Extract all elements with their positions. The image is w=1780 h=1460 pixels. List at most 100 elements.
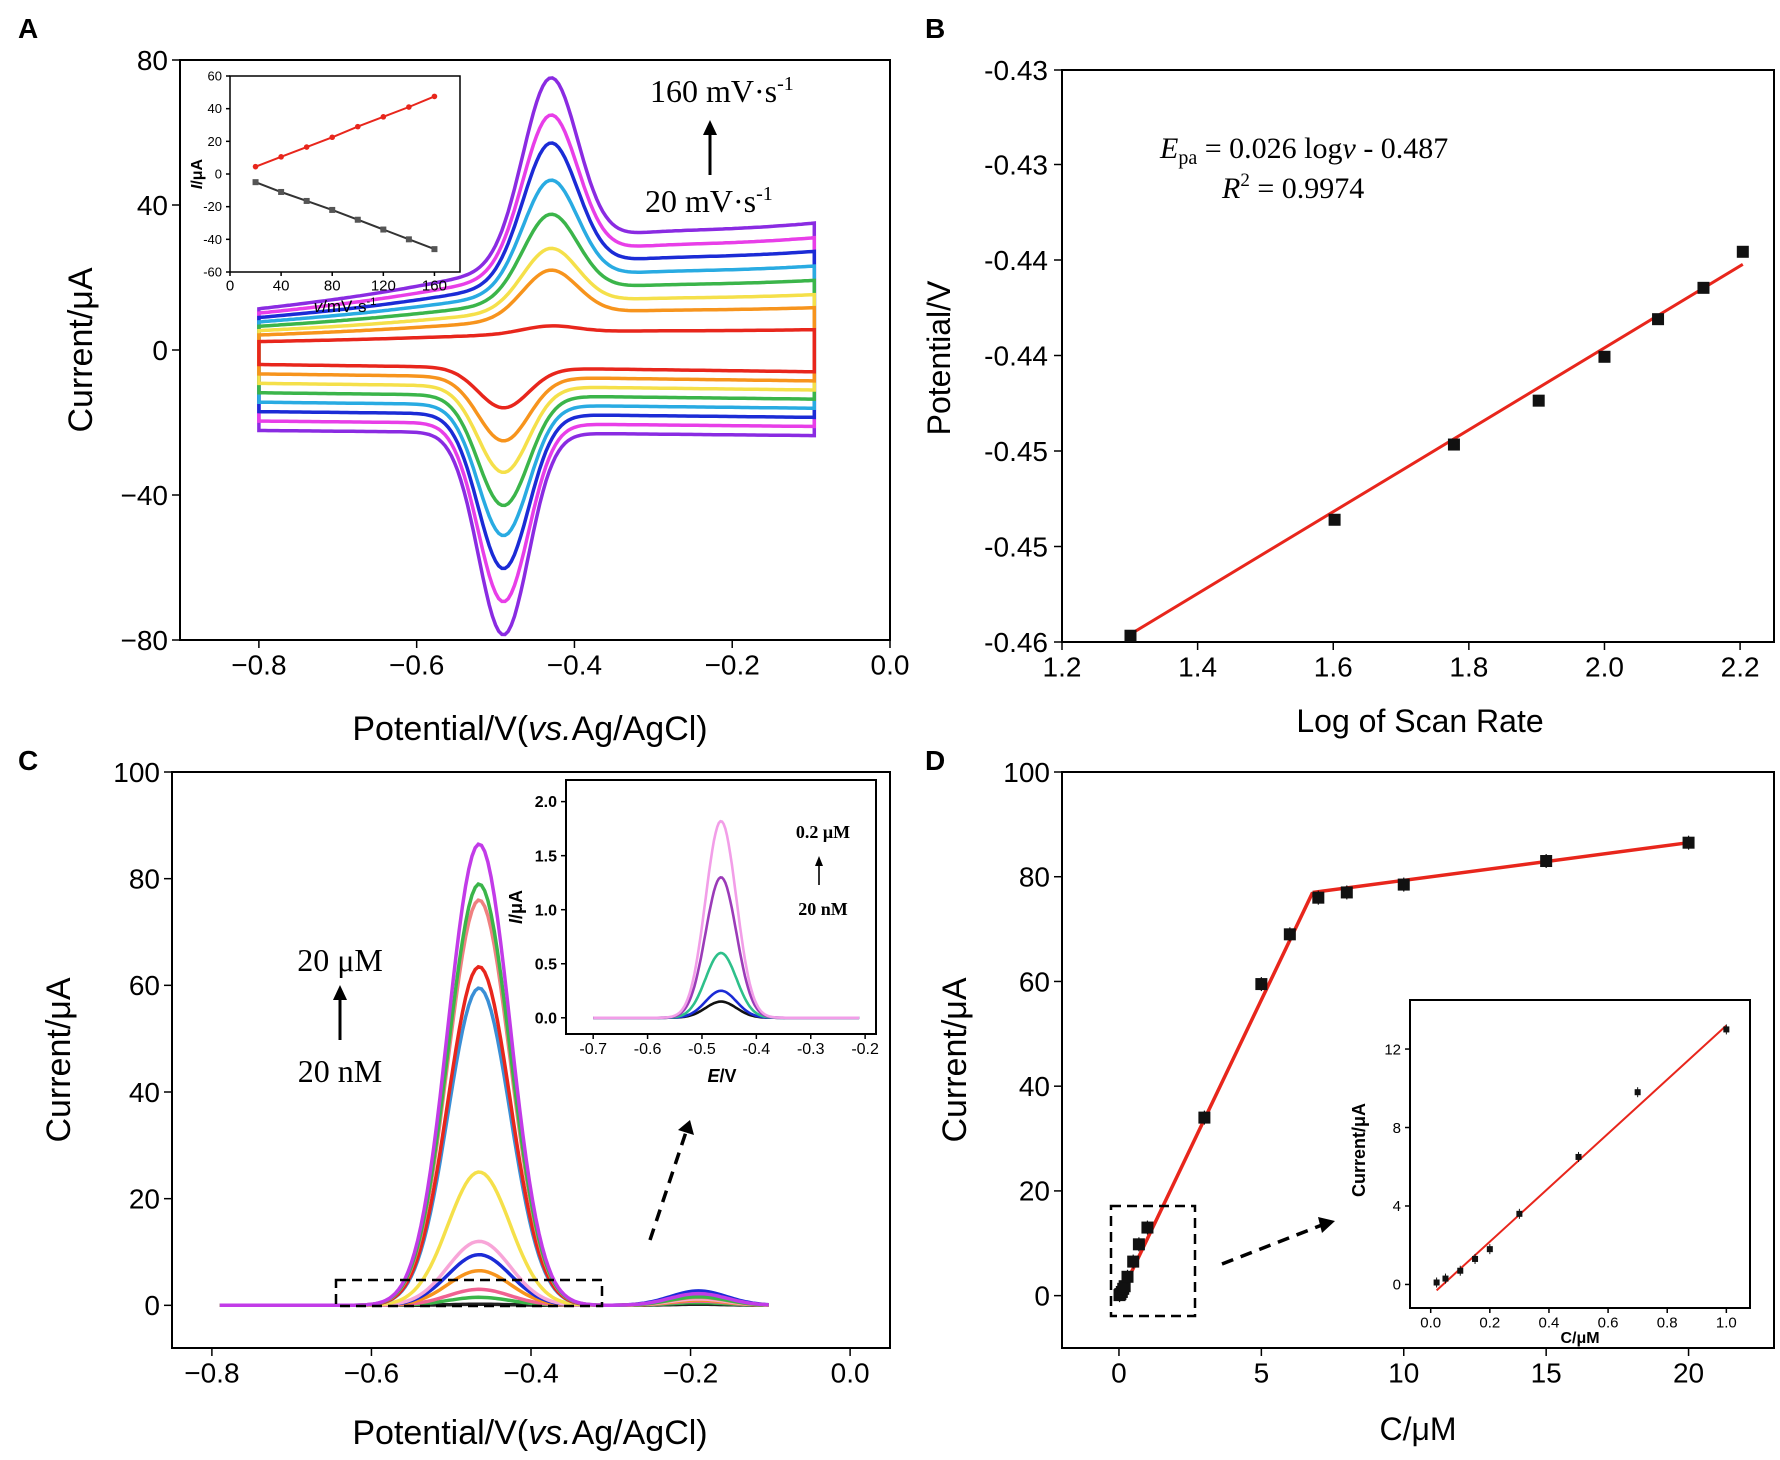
panel-letter-a: A [18,13,38,44]
panel-a-x-tick-label: −0.6 [389,650,444,681]
panel-c-inset-x-tick-label: -0.3 [797,1041,825,1058]
panel-a-inset-x-label: v/mV·s-1 [314,296,377,316]
panel-b-x-label: Log of Scan Rate [1296,703,1543,739]
panel-a-inset-x-tick-label: 160 [422,277,447,294]
panel-d-x-tick-label: 10 [1388,1358,1419,1389]
panel-a-y-tick-label: 0 [152,335,168,366]
panel-c-y-tick-label: 40 [129,1077,160,1108]
panel-d-inset-plot: 0.0 0.2 0.4 0.6 0.8 1.0 0 4 8 12 [1384,1024,1737,1331]
panel-d-plot-frame [1061,771,1775,1349]
panel-d-x-tick-label: 0 [1111,1358,1127,1389]
panel-d-y-axis: 0 20 40 60 80 100 [1003,757,1062,1311]
panel-c-inset-x-tick-label: -0.5 [688,1041,716,1058]
panel-c-y-axis: 0 20 40 60 80 100 [113,757,172,1321]
panel-d-fit-line-high [1312,840,1689,895]
panel-d-inset-x-tick-label: 0.2 [1479,1314,1500,1331]
panel-b-y-tick-label: -0.43 [984,150,1048,181]
panel-d-data-point [1312,891,1325,904]
panel-a-cv-curve [257,268,817,443]
panel-d-y-tick-label: 0 [1034,1280,1050,1311]
panel-d-inset-x-tick-label: 1.0 [1716,1314,1737,1331]
panel-d-inset-data-point [1486,1246,1493,1253]
panel-a-y-axis: −80 −40 0 40 80 [121,45,180,656]
panel-a-cv-curve [257,141,817,571]
panel-c-inset-y-tick-label: 1.0 [535,902,557,919]
panel-d-inset-y-label: Current/μA [1349,1103,1369,1197]
panel-b-fit-line [1129,263,1744,636]
panel-b-data-point [1652,313,1665,326]
panel-c-zoom-region-box [334,1278,604,1308]
panel-d-x-tick-label: 20 [1673,1358,1704,1389]
panel-a-inset-cathodic-point [252,179,259,186]
panel-b-data-point [1532,394,1545,407]
panel-a-cv-curve [257,113,817,604]
panel-d-inset-data-point [1457,1267,1464,1274]
panel-a-inset-cathodic-point [329,206,336,213]
panel-b-x-tick-label: 1.4 [1178,652,1217,683]
panel-a-cv-curve [257,324,817,410]
panel-b-x-axis: 1.2 1.4 1.6 1.8 2.0 2.2 [1043,642,1760,683]
panel-d-y-tick-label: 80 [1019,862,1050,893]
panel-d-data-point [1682,836,1695,849]
panel-d-inset-data-point [1472,1255,1479,1262]
panel-c-dpv-curve [219,1170,769,1308]
panel-a-inset-anodic-point [431,93,438,100]
panel-c-zoom-arrowhead [678,1120,694,1135]
panel-a-inset-anodic-point [354,123,361,130]
panel-d-inset-data-point [1575,1153,1582,1160]
panel-c-inset-plot: -0.7 -0.6 -0.5 -0.4 -0.3 -0.2 0.0 0.5 1.0 1.5 2.0 [535,794,879,1058]
panel-b-fit-equation: Epa = 0.026 logv - 0.487 [1159,132,1448,169]
panel-c-inset-y-tick-label: 2.0 [535,794,557,811]
panel-d-zoom-region-box [1109,1204,1197,1318]
panel-a-x-tick-label: −0.2 [705,650,760,681]
panel-letter-d: D [925,745,945,776]
panel-a-y-label: Current/μA [62,267,100,432]
panel-b-data-point [1736,245,1749,258]
panel-a-inset-cathodic-point [278,188,285,195]
panel-a-y-tick-label: 80 [137,45,168,76]
panel-c-inset-x-tick-label: -0.6 [634,1041,662,1058]
panel-a-inset-y-tick-label: 20 [208,134,222,149]
panel-a-inset-anodic-point [303,144,310,150]
panel-d-inset-x-tick-label: 0.6 [1598,1314,1619,1331]
panel-a-inset-y-tick-label: 60 [208,69,222,84]
panel-letter-b: B [925,13,945,44]
panel-c-annotation-bottom: 20 nM [298,1053,382,1089]
panel-c-x-axis: −0.8 −0.6 −0.4 −0.2 0.0 [184,1348,870,1389]
panel-c-inset-y-tick-label: 0.5 [535,956,557,973]
panel-a-inset-y-tick-label: 40 [208,101,222,116]
panel-d-fit-line-low [1117,891,1315,1300]
panel-b-y-axis: -0.46 -0.45 -0.45 -0.44 -0.44 -0.43 -0.43 [984,55,1062,658]
panel-d-data-point [1340,886,1353,899]
panel-c-x-label: Potential/V(vs.Ag/AgCl) [352,1414,707,1452]
panel-a-cv-curve [257,178,817,538]
panel-a-x-label: Potential/V(vs.Ag/AgCl) [352,710,707,748]
panel-a-inset-anodic-point [406,104,412,110]
panel-d-data-point [1198,1111,1211,1124]
panel-a-annotation-bottom: 20 mV·s-1 [645,183,773,219]
panel-d-data-point [1255,978,1268,991]
panel-b-y-tick-label: -0.43 [984,55,1048,86]
panel-b-data-point [1447,438,1460,451]
panel-c-x-tick-label: −0.2 [663,1358,718,1389]
panel-a-inset-cathodic-point [303,197,310,204]
panel-d-data-point [1127,1255,1140,1268]
panel-c-inset-y-tick-label: 1.5 [535,848,557,865]
panel-d-inset-x-tick-label: 0.4 [1539,1314,1560,1331]
panel-d-inset-data-point [1433,1279,1440,1286]
panel-d-zoom-arrow [1221,1223,1323,1266]
panel-b-y-label: Potential/V [921,280,957,435]
panel-a-cv-curve [257,246,817,475]
panel-b-x-tick-label: 2.0 [1585,652,1624,683]
panel-a-inset-y-tick-label: -20 [203,199,222,214]
panel-a-inset-y-label: I/μA [189,158,206,189]
panel-c-y-tick-label: 20 [129,1183,160,1214]
panel-c-zoom-arrow [648,1131,688,1241]
panel-d-inset-y-tick-label: 4 [1393,1198,1401,1215]
panel-a-inset-anodic-point [329,134,336,141]
panel-c-inset-y-label: I/μA [506,890,526,924]
panel-a-inset-anodic-line [255,95,435,168]
panel-a-x-tick-label: −0.8 [231,650,286,681]
panel-a-inset-x-tick-label: 120 [371,277,396,294]
